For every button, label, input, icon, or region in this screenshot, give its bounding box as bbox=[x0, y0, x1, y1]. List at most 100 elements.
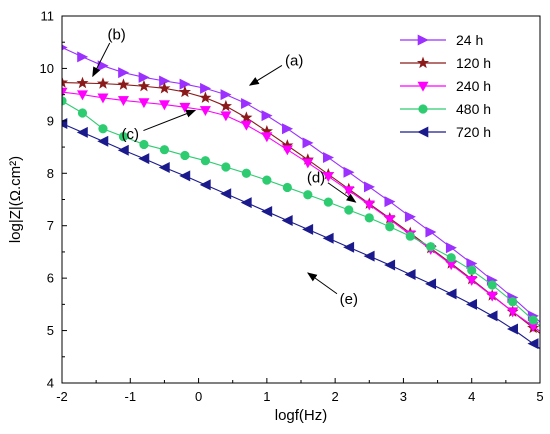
data-point-720-h bbox=[507, 323, 518, 335]
data-point-240-h bbox=[486, 291, 498, 302]
y-tick-label: 11 bbox=[41, 9, 55, 24]
x-tick-label: -2 bbox=[56, 389, 68, 404]
data-point-480-h bbox=[385, 222, 395, 232]
series-480-h bbox=[62, 96, 540, 327]
data-point-480-h bbox=[77, 108, 88, 118]
legend-entry-24-h: 24 h bbox=[400, 32, 483, 48]
data-point-120-h bbox=[117, 78, 130, 90]
data-point-480-h bbox=[118, 131, 129, 142]
annotation-e: (e) bbox=[307, 272, 358, 308]
annotation-b: (b) bbox=[92, 26, 126, 78]
legend-marker-120-h bbox=[416, 56, 430, 69]
data-point-240-h bbox=[199, 106, 211, 116]
axes-layer: -2 -1 0 1 2 3 4 5 4 5 6 7 8 9 10 11 bbox=[40, 9, 544, 405]
annotation-label: (c) bbox=[122, 126, 140, 143]
annotation-d: (d) bbox=[307, 169, 357, 203]
data-point-240-h bbox=[363, 200, 375, 211]
legend-marker-240-h bbox=[417, 81, 429, 92]
x-tick-label: 2 bbox=[332, 389, 339, 404]
data-point-120-h bbox=[96, 77, 110, 89]
data-point-480-h bbox=[98, 124, 108, 134]
data-point-240-h bbox=[384, 215, 396, 226]
legend-label-480-h: 480 h bbox=[456, 101, 491, 117]
legend-marker-24-h bbox=[417, 34, 429, 46]
data-point-720-h bbox=[220, 188, 232, 200]
data-point-480-h bbox=[200, 156, 210, 166]
data-point-480-h bbox=[323, 197, 333, 207]
annotations: (a) (b) (c) (d) (e) bbox=[92, 26, 358, 308]
data-point-120-h bbox=[62, 76, 69, 88]
data-point-24-h bbox=[138, 71, 150, 83]
data-point-720-h bbox=[486, 310, 498, 322]
y-axis-title: log|Z|(Ω.cm²) bbox=[7, 156, 24, 243]
data-point-240-h bbox=[76, 90, 88, 101]
x-tick-label: 4 bbox=[468, 389, 475, 404]
x-tick-label: 0 bbox=[195, 389, 202, 404]
data-point-24-h bbox=[363, 181, 375, 193]
y-tick-label: 6 bbox=[47, 271, 54, 286]
data-point-240-h bbox=[220, 111, 232, 122]
data-point-480-h bbox=[426, 242, 436, 252]
data-point-720-h bbox=[404, 268, 416, 280]
legend-marker-720-h bbox=[417, 126, 429, 138]
data-point-24-h bbox=[261, 110, 273, 122]
data-point-720-h bbox=[363, 250, 375, 262]
data-point-240-h bbox=[261, 132, 273, 143]
data-point-480-h bbox=[405, 231, 415, 241]
data-point-720-h bbox=[240, 197, 252, 209]
y-tick-label: 5 bbox=[47, 323, 54, 338]
annotation-arrow bbox=[92, 42, 111, 78]
data-point-720-h bbox=[117, 144, 129, 156]
data-point-240-h bbox=[302, 158, 314, 169]
data-point-240-h bbox=[158, 100, 170, 111]
data-point-480-h bbox=[159, 145, 170, 155]
data-point-120-h bbox=[240, 111, 253, 123]
data-point-240-h bbox=[179, 102, 191, 113]
data-point-720-h bbox=[261, 206, 273, 218]
data-point-720-h bbox=[158, 162, 170, 174]
x-axis-title: logf(Hz) bbox=[275, 407, 328, 424]
x-tick-label: -1 bbox=[125, 389, 137, 404]
data-point-24-h bbox=[323, 152, 334, 164]
y-tick-label: 10 bbox=[40, 61, 54, 76]
legend-label-24-h: 24 h bbox=[456, 32, 483, 48]
data-point-480-h bbox=[446, 253, 456, 263]
data-point-24-h bbox=[343, 166, 355, 178]
annotation-arrow bbox=[327, 182, 357, 203]
data-point-480-h bbox=[344, 205, 354, 215]
data-point-24-h bbox=[302, 137, 314, 149]
data-point-480-h bbox=[139, 139, 149, 150]
legend: 24 h 120 h 240 h 480 h 720 h bbox=[400, 32, 491, 140]
data-point-480-h bbox=[508, 297, 518, 307]
data-point-240-h bbox=[322, 172, 334, 183]
data-point-720-h bbox=[302, 223, 314, 235]
annotation-label: (d) bbox=[307, 169, 325, 186]
data-point-480-h bbox=[221, 162, 231, 172]
data-point-240-h bbox=[117, 96, 129, 107]
data-point-480-h bbox=[262, 175, 272, 185]
data-point-240-h bbox=[343, 186, 355, 197]
series-line-120-h bbox=[62, 82, 540, 334]
data-point-240-h bbox=[281, 145, 293, 156]
legend-entry-720-h: 720 h bbox=[400, 124, 491, 140]
data-point-720-h bbox=[179, 170, 191, 182]
data-point-24-h bbox=[77, 51, 89, 63]
data-point-720-h bbox=[527, 338, 539, 350]
data-point-240-h bbox=[466, 275, 478, 286]
data-point-720-h bbox=[425, 278, 437, 290]
data-point-720-h bbox=[76, 126, 88, 138]
data-point-240-h bbox=[138, 98, 150, 109]
data-point-720-h bbox=[281, 214, 293, 226]
annotation-arrow bbox=[307, 272, 338, 295]
data-point-24-h bbox=[282, 123, 294, 135]
x-tick-label: 1 bbox=[263, 389, 270, 404]
annotation-arrow bbox=[143, 109, 197, 132]
data-point-480-h bbox=[364, 213, 374, 223]
data-point-24-h bbox=[445, 242, 457, 254]
annotation-label: (b) bbox=[107, 26, 125, 43]
data-point-24-h bbox=[425, 226, 437, 238]
y-tick-label: 4 bbox=[47, 376, 54, 391]
data-point-120-h bbox=[137, 79, 150, 92]
legend-entry-480-h: 480 h bbox=[400, 101, 491, 117]
